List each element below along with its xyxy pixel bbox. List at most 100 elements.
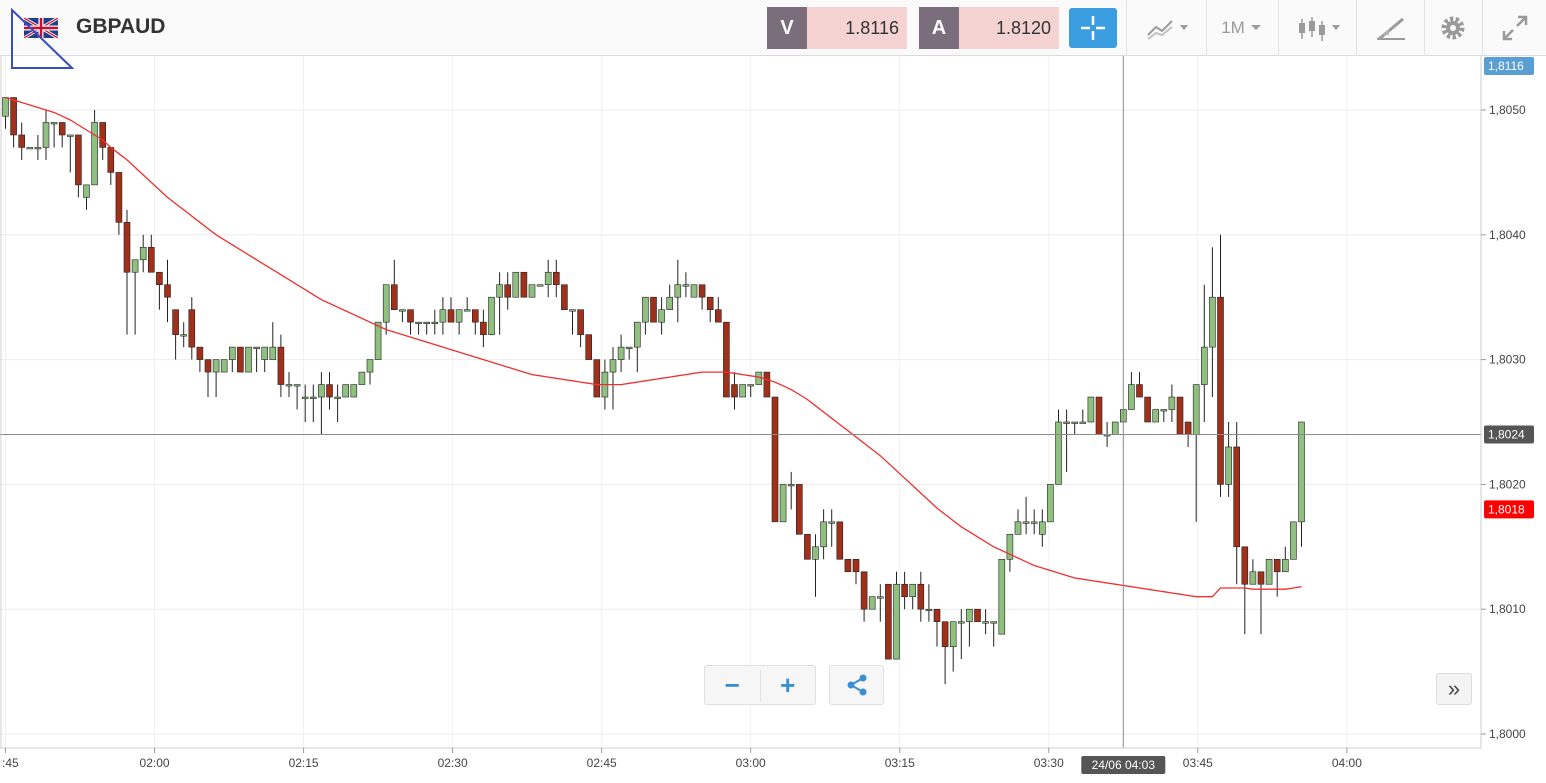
candle-body [269,346,277,360]
drawing-icon [1377,17,1405,41]
candle-body [318,384,325,398]
candle-body [536,284,544,287]
chart-axes: 1,8050 1,8040 1,8030 1,8020 1,8010 1,8000:45 0… [0,56,1534,774]
settings-button[interactable] [1428,0,1478,56]
fullscreen-button[interactable] [1486,0,1544,56]
buy-quote-button[interactable]: A 1.8120 [919,7,1059,49]
price-chart[interactable]: 1,8050 1,8040 1,8030 1,8020 1,8010 1,8000:45 0… [0,56,1546,783]
candle-body [148,246,155,273]
share-icon [847,674,866,696]
candle-body [941,621,949,647]
candle-body [26,147,34,150]
candle-body [334,396,341,399]
candle-body [868,596,876,610]
candle-body [91,122,98,186]
candle-body [1014,521,1022,535]
candle-body [585,334,593,360]
candle-body [229,346,236,360]
candle-body [528,284,536,298]
candle-style-button[interactable] [1282,0,1354,56]
candle-body [1298,421,1305,523]
candle-body [1241,546,1249,585]
candle-body [285,384,293,387]
y-tick-label: 1,8050 [1489,103,1526,117]
candle-body [1071,421,1078,424]
x-tick-label: 02:30 [438,756,468,770]
candle-body [431,321,439,324]
x-tick-label: 03:30 [1034,756,1064,770]
candle-body [188,309,196,348]
sell-quote-button[interactable]: V 1.8116 [767,7,907,49]
candle-body [520,271,528,298]
candle-body [1176,396,1184,435]
x-tick-label: :45 [2,756,19,770]
candle-body [75,134,82,186]
chart-type-icon [1147,20,1188,40]
candle-body [642,296,649,323]
ma-value-badge-bg [1484,500,1534,519]
candle-body [828,521,836,524]
candle-body [253,346,260,349]
candle-body [1079,421,1087,424]
instrument-symbol[interactable]: GBPAUD [76,15,166,38]
candle-body [67,134,74,137]
candle-body [982,621,989,624]
candle-body [220,359,228,373]
candle-body [1063,421,1070,424]
candle-body [277,346,285,385]
current-price-badge-bg [1484,57,1534,75]
buy-label: A [919,7,959,49]
candle-body [172,309,179,335]
candle-body [139,246,147,261]
candle-body [804,534,811,560]
candle-body [447,309,455,323]
candle-body [876,596,884,599]
candle-body [10,97,17,136]
candle-body [1047,484,1054,523]
candle-body [901,583,908,598]
gear-icon [1441,16,1465,40]
chart-type-button[interactable] [1130,0,1202,56]
candle-body [544,271,552,286]
candle-body [1265,558,1273,585]
crosshair-price-badge-bg [1484,425,1534,444]
candle-body [860,571,868,610]
candle-body [488,296,495,335]
candle-body [1290,521,1297,560]
candle-body [261,346,269,360]
candle-body [779,484,787,523]
crosshair-time-badge-bg [1081,756,1166,774]
timeframe-button[interactable]: 1M [1210,0,1276,56]
candle-body [561,284,568,310]
candle-body [1201,346,1208,385]
candle-body [50,122,58,125]
candle-body [617,346,625,360]
scroll-to-latest-button[interactable]: » [1436,673,1472,705]
share-button[interactable] [829,665,884,705]
x-tick-label: 03:15 [885,756,915,770]
candle-body [1152,409,1159,423]
candle-body [593,359,601,398]
candle-body [1233,446,1240,548]
crosshair-button[interactable] [1069,8,1117,48]
candle-body [83,184,90,198]
chevron-down-icon [1250,25,1261,30]
chart-toolbar: GBPAUD V 1.8116 A 1.8120 1M [0,0,1546,69]
candlestick-icon [1299,17,1340,41]
candle-body [1217,296,1224,485]
candle-body [1055,421,1062,485]
toolbar-divider [1126,0,1127,56]
zoom-in-button[interactable]: + [780,669,796,700]
crosshair-time-badge: 24/06 04:03 [1092,758,1156,772]
candle-body [820,521,827,548]
candle-body [1160,409,1168,412]
candle-body [836,521,844,560]
drawing-tools-button[interactable] [1360,0,1422,56]
candle-body [131,259,139,273]
zoom-out-button[interactable]: − [705,669,761,701]
candle-body [350,384,358,398]
candle-body [739,384,746,398]
candle-body [34,147,42,150]
candle-body [577,309,584,335]
candle-body [812,546,819,560]
